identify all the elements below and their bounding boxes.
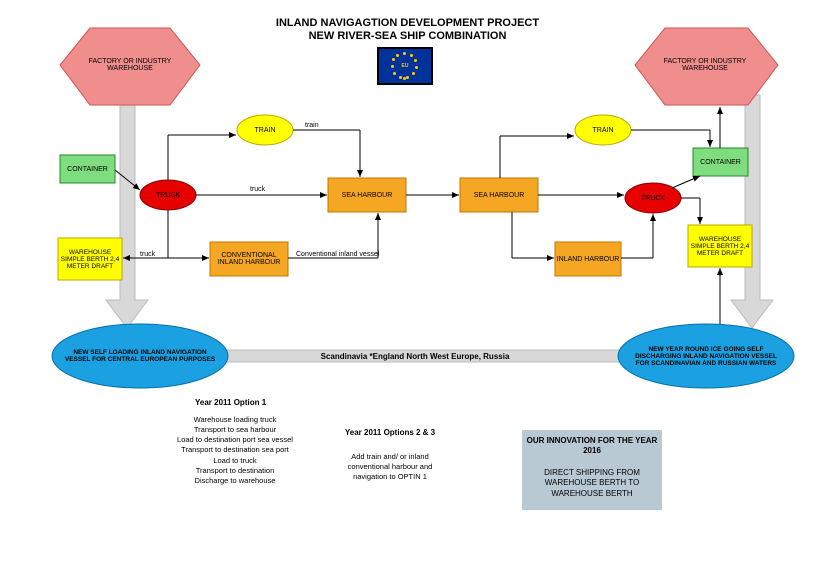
option1-body: Warehouse loading truck Transport to sea…: [170, 415, 300, 486]
left-factory: FACTORY OR INDUSTRY WAREHOUSE: [70, 48, 190, 82]
innovation-title: OUR INNOVATION FOR THE YEAR 2016: [522, 436, 662, 457]
right-container: CONTAINER: [693, 148, 748, 176]
left-sea-harbour: SEA HARBOUR: [328, 178, 406, 212]
right-truck: TRUCK: [625, 189, 681, 207]
left-train: TRAIN: [237, 121, 293, 139]
title-line2: NEW RIVER-SEA SHIP COMBINATION: [0, 30, 815, 42]
edge-truck-label: truck: [250, 186, 265, 193]
edge-conv-label: Conventional inland vessel: [296, 251, 379, 258]
option1-title: Year 2011 Option 1: [195, 398, 266, 407]
right-inland-harbour: INLAND HARBOUR: [555, 242, 621, 276]
option23-title: Year 2011 Options 2 & 3: [330, 428, 450, 437]
eu-flag: EU: [377, 47, 433, 85]
right-vessel: NEW YEAR ROUND ICE GOING SELF DISCHARGIN…: [628, 333, 784, 379]
left-warehouse: WAREHOUSE SIMPLE BERTH 2,4 METER DRAFT: [58, 238, 122, 280]
left-inland-harbour: CONVENTIONAL INLAND HARBOUR: [210, 242, 288, 276]
title-line1: INLAND NAVIGAGTION DEVELOPMENT PROJECT: [0, 17, 815, 29]
left-vessel: NEW SELF LOADING INLAND NAVIGATION VESSE…: [62, 335, 218, 377]
right-sea-harbour: SEA HARBOUR: [460, 178, 538, 212]
option23-body: Add train and/ or inland conventional ha…: [330, 452, 450, 482]
right-train: TRAIN: [575, 121, 631, 139]
innovation-body: DIRECT SHIPPING FROM WAREHOUSE BERTH TO …: [522, 468, 662, 499]
middle-link-label: Scandinavia *England North West Europe, …: [225, 349, 605, 363]
right-factory: FACTORY OR INDUSTRY WAREHOUSE: [645, 48, 765, 82]
left-container: CONTAINER: [60, 155, 115, 183]
edge-train-label: train: [305, 122, 319, 129]
left-truck: TRUCK: [140, 186, 196, 204]
edge-truck2-label: truck: [140, 251, 155, 258]
right-warehouse: WAREHOUSE SIMPLE BERTH 2,4 METER DRAFT: [688, 225, 752, 267]
